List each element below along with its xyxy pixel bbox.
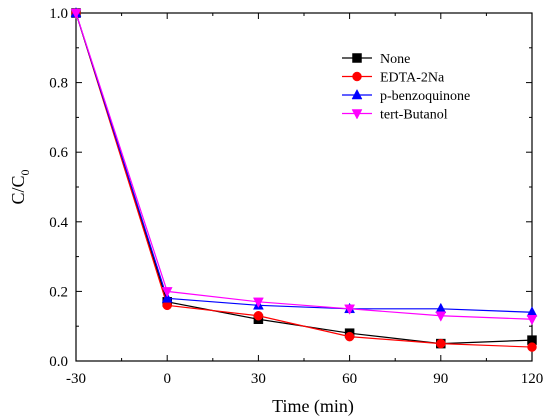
- legend-marker: [351, 88, 363, 100]
- legend-item-p-benzoquinone: p-benzoquinone: [342, 88, 470, 104]
- data-point: [526, 314, 538, 326]
- data-point: [435, 302, 447, 314]
- series-none: [71, 8, 537, 349]
- y-axis: 0.0 0.2 0.4 0.6 0.8 1.0: [49, 6, 532, 370]
- legend-item-tert-butanol: tert-Butanol: [342, 108, 448, 123]
- series-line: [75, 12, 533, 320]
- x-tick-label: 30: [251, 371, 266, 387]
- series-line: [75, 12, 533, 345]
- y-tick-label: 0.2: [49, 284, 68, 300]
- data-point: [527, 342, 537, 352]
- data-point: [526, 306, 538, 317]
- x-tick-label: 60: [342, 371, 357, 387]
- legend-label: p-benzoquinone: [380, 89, 470, 104]
- legend-marker: [352, 71, 362, 82]
- legend-label: None: [380, 52, 410, 67]
- legend-label: tert-Butanol: [380, 108, 448, 123]
- data-point: [253, 311, 264, 321]
- series-p-benzoquinone: [70, 6, 538, 317]
- y-tick-label: 0.6: [49, 145, 68, 161]
- legend-label: EDTA-2Na: [380, 71, 445, 86]
- data-point: [435, 311, 447, 322]
- data-point: [252, 297, 264, 308]
- x-tick-label: 120: [521, 371, 544, 387]
- series-tert-butanol: [70, 8, 538, 326]
- data-point: [436, 338, 446, 349]
- y-tick-label: 1.0: [49, 6, 68, 22]
- x-axis-title: Time (min): [272, 396, 354, 417]
- data-point: [344, 304, 356, 315]
- data-point: [344, 331, 355, 342]
- data-point: [70, 8, 82, 20]
- data-point: [161, 287, 173, 298]
- x-tick-label: 0: [163, 371, 171, 387]
- legend-marker: [351, 109, 363, 120]
- series-line: [75, 12, 533, 348]
- y-tick-label: 0.0: [49, 354, 68, 370]
- legend: None EDTA-2Na p-benzoquinone tert-Butanol: [342, 52, 470, 123]
- y-axis-title: C/C0: [8, 169, 32, 204]
- x-tick-label: 90: [433, 371, 448, 387]
- y-tick-label: 0.4: [49, 215, 68, 231]
- data-point: [161, 292, 173, 303]
- legend-item-none: None: [342, 52, 410, 67]
- plot-area: [75, 12, 533, 362]
- legend-marker: [352, 53, 362, 63]
- y-axis-title-subscript: 0: [18, 169, 32, 175]
- legend-item-edta-2na: EDTA-2Na: [342, 71, 445, 86]
- series-edta-2na: [71, 8, 537, 352]
- x-axis: -30 0 30 60 90 120: [66, 13, 543, 387]
- y-tick-label: 0.8: [49, 76, 68, 92]
- series-line: [75, 12, 533, 313]
- x-tick-label: -30: [66, 371, 86, 387]
- plot-frame: [75, 12, 533, 362]
- y-axis-title-main: C/C: [8, 175, 28, 204]
- series-layer: [70, 6, 538, 352]
